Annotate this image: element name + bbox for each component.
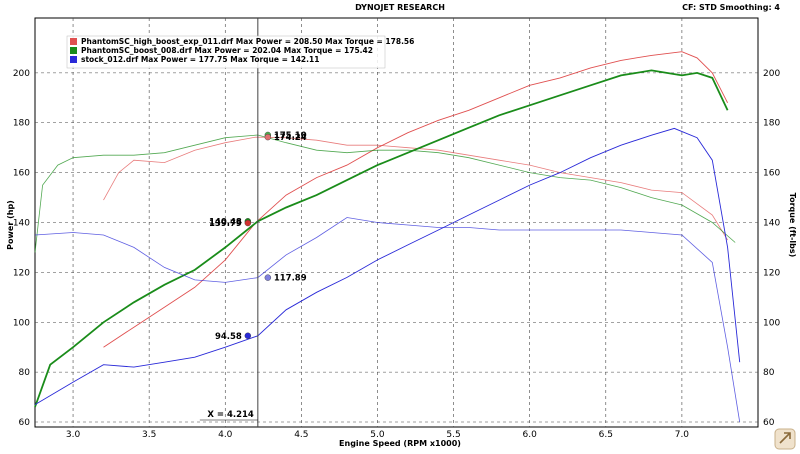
cursor-value-label: 94.58 [215,332,242,342]
cursor-value-label: 140.48 [209,217,242,227]
x-tick-label: 6.0 [523,430,538,440]
series-layer [34,51,741,423]
legend-box [66,35,386,69]
series-power-line-0 [103,51,729,348]
y-axis-right-label: Torque (ft-lbs) [788,193,797,258]
y-tick-label-left: 160 [13,169,30,179]
series-power-line-1 [34,69,729,408]
legend-entry: stock_012.drf Max Power = 177.75 Max Tor… [81,55,319,64]
x-tick-label: 3.5 [142,430,156,440]
x-tick-label: 5.5 [446,430,460,440]
series-power-line-2 [34,127,741,405]
cursor-value-label: 175.10 [274,131,307,141]
grid [35,18,758,427]
y-tick-label-left: 200 [13,69,30,79]
x-tick-label: 4.0 [218,430,233,440]
cursor-label: X = 4.214 [207,410,254,420]
legend-swatch [70,56,77,63]
y-axis-left-label: Power (hp) [6,200,15,250]
legend: PhantomSC_high_boost_exp_011.drf Max Pow… [66,35,414,69]
y-tick-label-left: 80 [19,368,31,378]
y-tick-label-right: 100 [763,318,780,328]
cursor-marker [244,332,252,339]
y-tick-label-right: 180 [763,119,780,129]
x-tick-label: 7.0 [675,430,690,440]
export-icon[interactable] [774,428,796,450]
chart-header-title: DYNOJET RESEARCH [355,3,445,12]
series-torque-line-0 [103,136,728,241]
series-torque-line-2 [34,217,741,423]
y-tick-label-left: 120 [13,268,30,278]
x-tick-label: 3.0 [66,430,81,440]
cursor-marker [244,219,252,227]
cursor-value-label: 174.24 [274,133,307,143]
cursor-marker [264,274,272,281]
legend-swatch [70,38,77,45]
cursor-marker [264,133,272,141]
x-axis-label: Engine Speed (RPM x1000) [339,439,461,448]
legend-entry: PhantomSC_boost_008.drf Max Power = 202.… [81,46,373,55]
y-tick-label-right: 140 [763,219,780,229]
y-tick-label-right: 160 [763,169,780,179]
x-tick-label: 5.0 [370,430,385,440]
series-torque-line-1 [34,134,736,253]
cursor-value-label: 139.79 [209,219,242,229]
y-tick-label-left: 180 [13,119,30,129]
y-tick-label-left: 60 [19,418,31,428]
y-tick-label-right: 120 [763,268,780,278]
tick-labels: 3.0 3.5 4.0 4.5 5.0 5.5 6.0 6.5 7.0 60 60 80 80 100 10… [13,69,781,440]
y-tick-label-right: 200 [763,69,780,79]
y-tick-label-right: 80 [763,368,775,378]
cursor-value-label: 117.89 [274,274,307,284]
chart-header-settings: CF: STD Smoothing: 4 [682,3,780,12]
x-tick-label: 4.5 [294,430,308,440]
legend-entry: PhantomSC_high_boost_exp_011.drf Max Pow… [81,37,414,46]
legend-swatch [70,47,77,54]
y-tick-label-left: 100 [13,318,30,328]
y-tick-label-right: 60 [763,418,775,428]
y-tick-label-left: 140 [13,219,30,229]
x-tick-label: 6.5 [599,430,613,440]
